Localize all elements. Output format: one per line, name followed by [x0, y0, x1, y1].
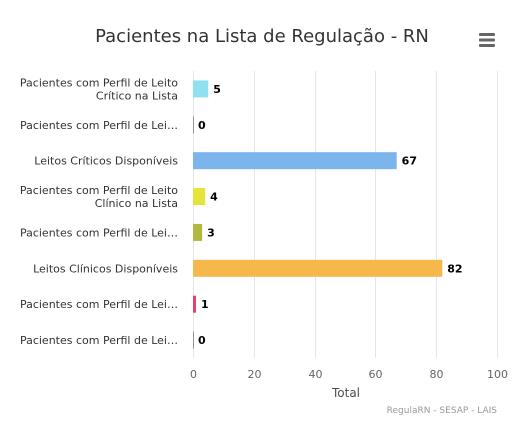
chart-title: Pacientes na Lista de Regulação - RN — [95, 26, 429, 47]
data-label: 82 — [447, 262, 462, 275]
hamburger-menu-icon — [479, 33, 495, 47]
bar[interactable] — [193, 80, 209, 98]
bar[interactable] — [193, 152, 397, 170]
category-label: Pacientes com Perfil de Lei… — [20, 298, 178, 311]
bar[interactable] — [193, 331, 194, 349]
category-label: Pacientes com Perfil de Leito Crítico na … — [20, 76, 178, 102]
bar[interactable] — [193, 116, 194, 134]
grid-lines — [193, 71, 498, 358]
data-label: 3 — [207, 226, 215, 239]
data-label: 1 — [201, 298, 209, 311]
bar[interactable] — [193, 259, 443, 277]
x-tick-label: 100 — [487, 368, 508, 381]
x-tick-label: 80 — [430, 368, 444, 381]
bar[interactable] — [193, 188, 206, 206]
context-menu-button[interactable] — [472, 28, 502, 50]
bar[interactable] — [193, 223, 203, 241]
credits[interactable]: RegulaRN - SESAP - LAIS — [387, 406, 498, 416]
data-label: 67 — [402, 155, 417, 168]
category-label: Pacientes com Perfil de Lei… — [20, 119, 178, 132]
x-tick-label: 60 — [369, 368, 383, 381]
x-axis-title: Total — [331, 386, 360, 400]
category-label: Leitos Críticos Disponíveis — [34, 155, 178, 168]
category-label: Pacientes com Perfil de Lei… — [20, 334, 178, 347]
data-label: 0 — [198, 334, 206, 347]
data-label: 5 — [213, 83, 221, 96]
category-label: Pacientes com Perfil de Lei… — [20, 226, 178, 239]
x-tick-label: 20 — [248, 368, 262, 381]
x-tick-label: 0 — [190, 368, 197, 381]
x-tick-labels: 0 20 40 60 80 100 — [190, 368, 508, 381]
category-label: Pacientes com Perfil de Leito Clínico na … — [20, 184, 178, 210]
data-label: 0 — [198, 119, 206, 132]
bars: 5 0 67 4 3 82 1 0 — [193, 80, 463, 349]
category-labels: Pacientes com Perfil de Leito Crítico na … — [20, 76, 178, 347]
x-tick-label: 40 — [309, 368, 323, 381]
data-label: 4 — [210, 191, 218, 204]
category-label: Leitos Clínicos Disponíveis — [33, 262, 178, 275]
bar[interactable] — [193, 295, 197, 313]
